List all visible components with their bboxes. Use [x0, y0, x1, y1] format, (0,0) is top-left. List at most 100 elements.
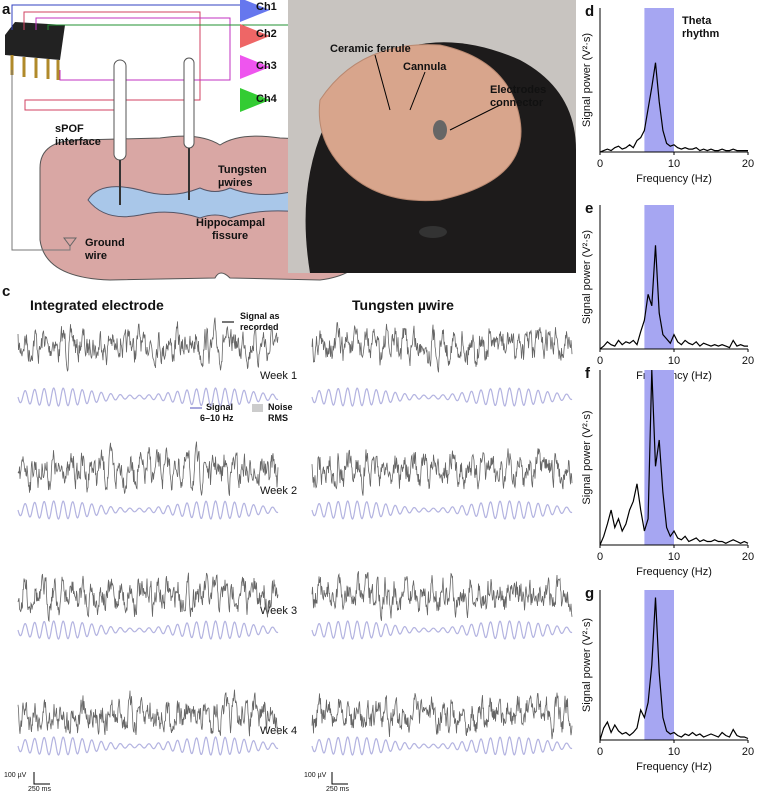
legend: Noise — [268, 402, 293, 412]
x-tick-label: 20 — [742, 746, 754, 758]
x-tick-label: 10 — [668, 746, 680, 758]
label: fissure — [212, 230, 248, 242]
panel-label: e — [585, 200, 593, 217]
raw-trace — [311, 448, 573, 496]
scale-bar: 100 µV 250 ms 100 µV 250 ms — [4, 772, 349, 793]
annotation: Theta — [682, 15, 712, 27]
trace-title: Integrated electrode — [30, 297, 164, 313]
legend: RMS — [268, 413, 288, 423]
raw-trace — [17, 441, 279, 496]
x-tick-label: 10 — [668, 355, 680, 367]
x-tick-label: 0 — [597, 746, 603, 758]
spof — [113, 59, 127, 161]
amplifier — [240, 0, 270, 22]
label: connector — [490, 97, 544, 109]
spectrum-line — [599, 245, 748, 350]
scale-label: 100 µV — [304, 772, 327, 779]
x-axis-label: Frequency (Hz) — [636, 173, 712, 185]
filtered-trace — [311, 620, 573, 640]
raw-trace — [17, 572, 279, 623]
x-axis-label: Frequency (Hz) — [636, 761, 712, 773]
label: Ground — [85, 237, 125, 249]
x-tick-label: 0 — [597, 355, 603, 367]
pointer — [449, 104, 501, 131]
x-axis-label: Frequency (Hz) — [636, 566, 712, 578]
y-axis-label: Signal power (V²·s) — [581, 33, 593, 127]
label: Electrodes — [490, 84, 546, 96]
week-label: Week 1 — [260, 370, 297, 382]
channel: Ch2 — [256, 28, 277, 40]
filtered-trace — [311, 387, 573, 407]
panel-label: f — [585, 365, 591, 382]
x-tick-label: 20 — [742, 158, 754, 170]
channel: Ch3 — [256, 60, 277, 72]
filtered-trace — [17, 387, 279, 407]
raw-trace — [311, 322, 573, 373]
y-axis-label: Signal power (V²·s) — [581, 410, 593, 504]
ground-icon — [63, 237, 77, 247]
theta-band — [644, 8, 674, 152]
filtered-trace — [17, 500, 279, 520]
week-label: Week 2 — [260, 485, 297, 497]
eye — [419, 226, 447, 238]
filtered-trace — [311, 736, 573, 756]
scale-label: 100 µV — [4, 772, 27, 779]
legend: Signal — [206, 402, 233, 412]
wires — [11, 4, 291, 251]
spectrum-line — [599, 62, 748, 153]
pins — [10, 55, 60, 80]
label: Tungsten — [218, 164, 267, 176]
label: wire — [84, 250, 107, 262]
legend: recorded — [240, 322, 279, 332]
panel-label: c — [2, 283, 10, 300]
channel: Ch4 — [256, 93, 278, 105]
raw-trace — [311, 571, 573, 621]
legend-swatch — [252, 404, 263, 412]
filtered-trace — [17, 736, 279, 756]
x-tick-label: 10 — [668, 158, 680, 170]
cannula — [183, 57, 195, 149]
cap — [318, 44, 522, 202]
x-tick-label: 20 — [742, 355, 754, 367]
x-tick-label: 0 — [597, 158, 603, 170]
amplifier — [240, 55, 270, 79]
annotation: rhythm — [682, 28, 720, 40]
amplifier — [240, 24, 270, 48]
spectrum-line — [599, 597, 749, 741]
traces — [17, 317, 573, 756]
label: Ceramic ferrule — [330, 43, 411, 55]
raw-trace — [17, 317, 279, 372]
scale-label: 250 ms — [28, 786, 51, 793]
connector — [5, 22, 65, 60]
pointer — [409, 71, 426, 111]
x-tick-label: 0 — [597, 551, 603, 563]
theta-band — [644, 205, 674, 349]
label: interface — [55, 136, 101, 148]
channel: Ch1 — [256, 1, 277, 13]
y-axis-label: Signal power (V²·s) — [581, 230, 593, 324]
spectrum-line — [599, 369, 749, 546]
filtered-trace — [311, 500, 573, 520]
raw-trace — [311, 692, 573, 740]
amplifier — [240, 88, 270, 112]
panel-label: g — [585, 585, 594, 602]
legend: Signal as — [240, 311, 280, 321]
photo: Ceramic ferrule Cannula Electrodes conne… — [288, 0, 576, 273]
label: Hippocampal — [196, 217, 265, 229]
panel-label: a — [2, 1, 11, 18]
x-tick-label: 20 — [742, 551, 754, 563]
filtered-trace — [17, 620, 279, 640]
week-label: Week 4 — [260, 725, 297, 737]
connector-photo — [433, 120, 447, 140]
pointer — [374, 54, 391, 111]
raw-trace — [17, 689, 279, 737]
diagram: Ch1 Ch2 Ch3 Ch4 sPOF interface Tungsten … — [5, 0, 366, 281]
scale-label: 250 ms — [326, 786, 349, 793]
x-tick-label: 10 — [668, 551, 680, 563]
label: µwires — [218, 177, 252, 189]
legend: 6–10 Hz — [200, 413, 234, 423]
panel-label: d — [585, 3, 594, 20]
y-axis-label: Signal power (V²·s) — [581, 618, 593, 712]
label: Cannula — [403, 61, 447, 73]
